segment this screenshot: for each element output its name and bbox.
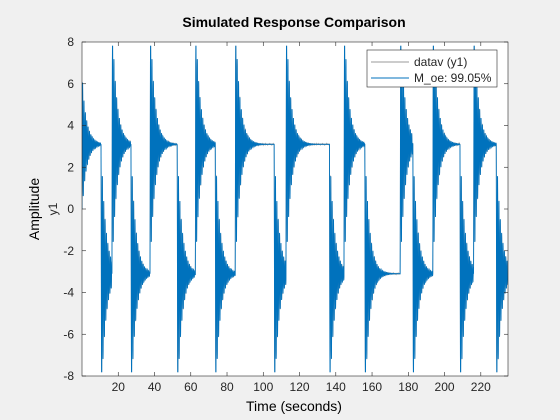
x-axis-label: Time (seconds) <box>246 398 342 414</box>
y-tick-label: 0 <box>67 202 74 216</box>
x-tick-label: 100 <box>253 380 273 394</box>
tick-group: 20 40 60 80 100 120 140 160 180 200 220 -8 -6 -4 -2 0 2 4… <box>63 35 508 394</box>
y-tick-label: 2 <box>67 160 74 174</box>
y-tick-label: 4 <box>67 119 74 133</box>
x-tick-label: 20 <box>112 380 126 394</box>
y-tick-label: -2 <box>63 244 74 258</box>
x-tick-label: 120 <box>290 380 310 394</box>
series-m-oe-line <box>82 45 508 373</box>
y-tick-label: 6 <box>67 77 74 91</box>
y-axis-label: Amplitude <box>26 178 42 240</box>
x-tick-label: 40 <box>148 380 162 394</box>
y-tick-label: -8 <box>63 369 74 383</box>
x-tick-label: 200 <box>435 380 455 394</box>
legend-label-datav: datav (y1) <box>414 55 467 69</box>
x-tick-label: 220 <box>471 380 491 394</box>
y-tick-label: -6 <box>63 327 74 341</box>
y-tick-label: -4 <box>63 286 74 300</box>
channel-label: y1 <box>46 202 60 215</box>
legend-label-m-oe: M_oe: 99.05% <box>414 71 492 85</box>
x-tick-label: 60 <box>184 380 198 394</box>
series-group <box>82 45 508 373</box>
x-tick-label: 160 <box>362 380 382 394</box>
chart-title: Simulated Response Comparison <box>182 14 405 30</box>
y-tick-label: 8 <box>67 35 74 49</box>
plot-area <box>82 42 508 376</box>
legend-box <box>366 49 498 88</box>
legend[interactable]: datav (y1) M_oe: 99.05% <box>366 49 498 88</box>
x-tick-label: 180 <box>398 380 418 394</box>
x-tick-label: 80 <box>220 380 234 394</box>
x-tick-label: 140 <box>326 380 346 394</box>
